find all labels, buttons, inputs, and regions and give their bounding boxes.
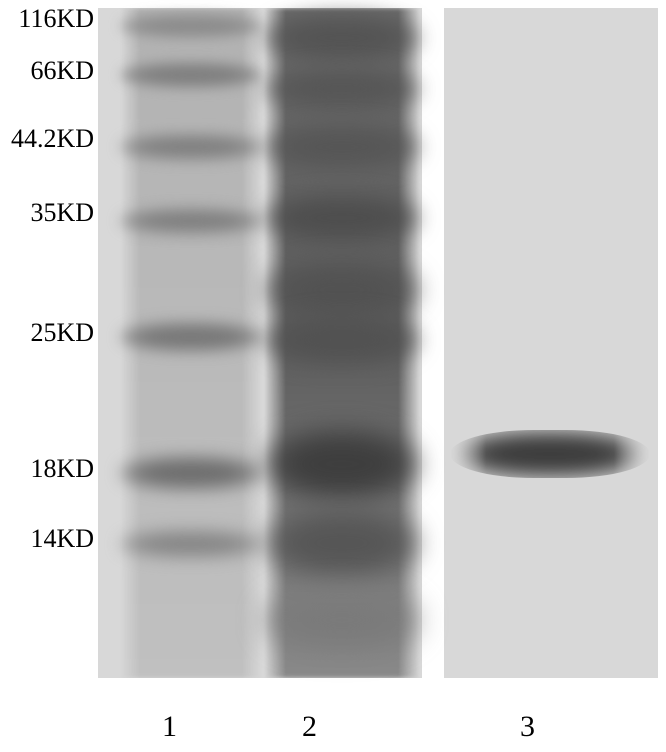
marker-label-6: 14KD: [30, 524, 94, 554]
lane2-band-8: [264, 590, 420, 650]
gel-area: [98, 8, 658, 678]
lane2-band-0: [264, 14, 420, 62]
lane2-band-1: [264, 68, 420, 110]
marker-label-2: 44.2KD: [11, 124, 94, 154]
lane2-band-6: [264, 428, 420, 500]
lane2-band-4: [264, 260, 420, 320]
lane-label-1: 1: [162, 710, 177, 744]
lane1-band-6: [120, 530, 262, 558]
marker-label-3: 35KD: [30, 198, 94, 228]
lane1-band-3: [120, 208, 262, 234]
marker-label-5: 18KD: [30, 454, 94, 484]
lane2-band-5: [264, 314, 420, 366]
marker-label-0: 116KD: [18, 4, 94, 34]
lane2-band-2: [264, 124, 420, 170]
lane1-band-1: [120, 62, 262, 88]
lane-gap-0: [422, 8, 444, 678]
lane1-band-4: [120, 322, 262, 352]
lane1-band-2: [120, 134, 262, 160]
lane-label-2: 2: [302, 710, 317, 744]
marker-label-1: 66KD: [30, 56, 94, 86]
lane2-band-3: [264, 194, 420, 242]
lane3-band-0: [450, 430, 650, 478]
lane1-band-0: [120, 14, 262, 38]
lane2-band-7: [264, 508, 420, 578]
lane-label-3: 3: [520, 710, 535, 744]
lane1-band-5: [120, 456, 262, 490]
marker-label-4: 25KD: [30, 318, 94, 348]
